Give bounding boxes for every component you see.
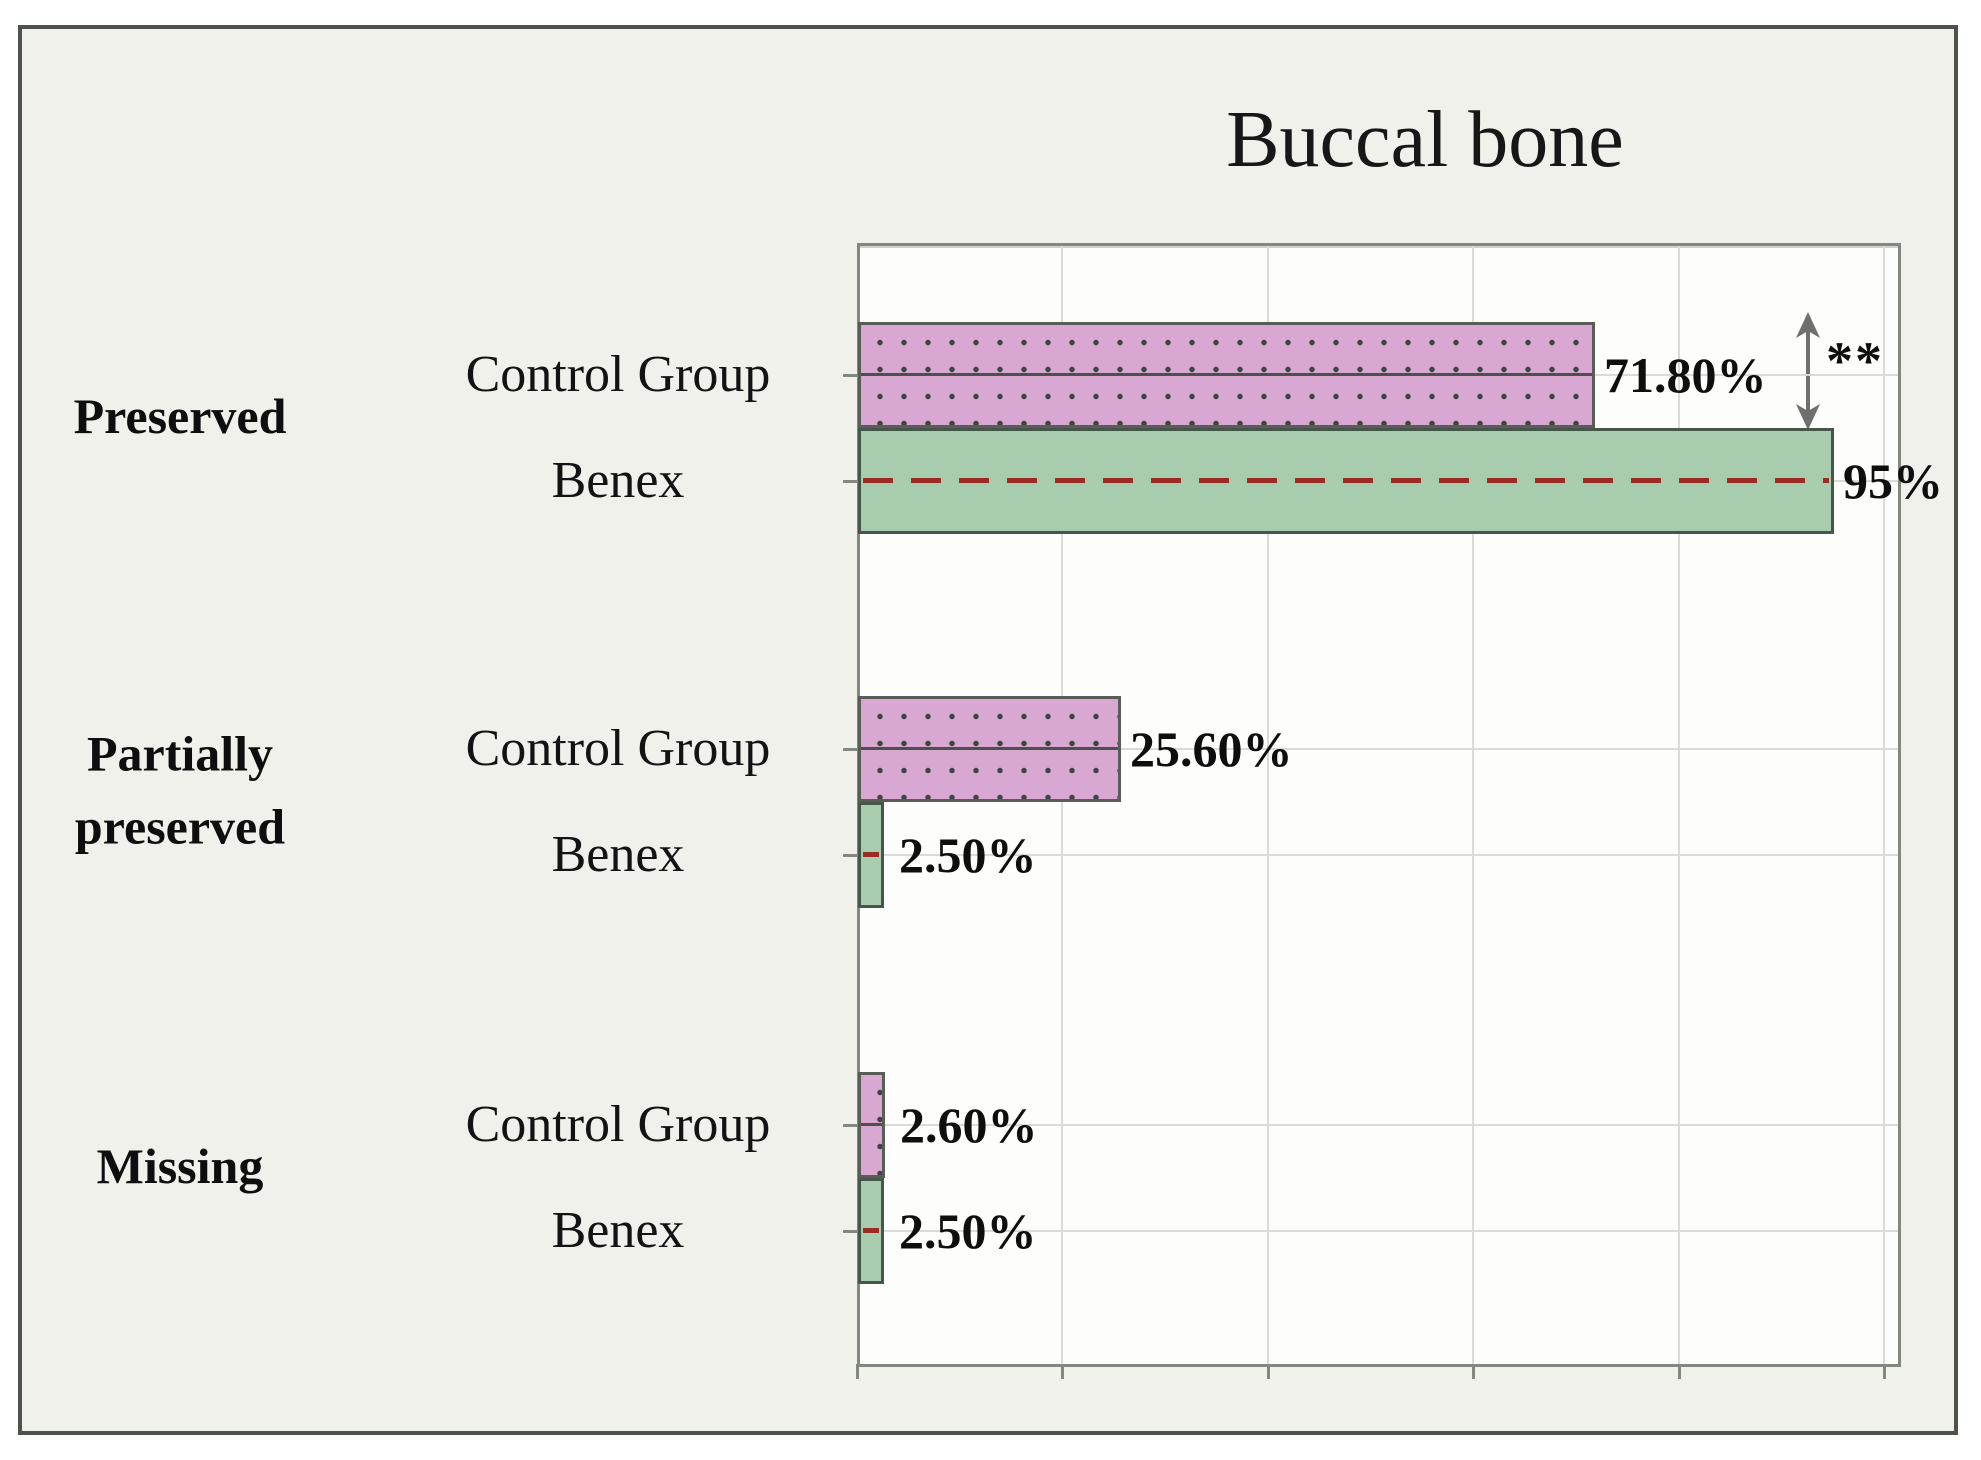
bar-center-line <box>861 373 1592 376</box>
x-gridline <box>1677 246 1680 1364</box>
bar-red-dashed-line <box>863 478 1829 483</box>
y-gridline <box>860 1124 1898 1126</box>
series-label-benex: Benex <box>551 1202 685 1259</box>
x-axis-tick <box>856 1364 859 1379</box>
bar-benex-2 <box>858 1178 884 1284</box>
x-axis-tick <box>1883 1364 1886 1379</box>
bar-benex-0 <box>858 428 1834 534</box>
category-label-2: Missing <box>96 1137 264 1194</box>
bar-control-group-1 <box>858 696 1121 802</box>
x-axis-tick <box>1266 1364 1270 1379</box>
significance-stars: ** <box>1826 331 1884 391</box>
series-label-benex: Benex <box>551 826 685 883</box>
value-label: 71.80% <box>1604 347 1767 403</box>
value-label: 25.60% <box>1130 721 1293 777</box>
category-label-0: Preserved <box>73 387 287 444</box>
y-axis-tick <box>843 480 857 483</box>
bar-center-line <box>861 747 1118 750</box>
significance-double-arrow-icon <box>1796 312 1820 430</box>
value-label: 2.50% <box>899 827 1037 883</box>
series-label-control-group: Control Group <box>465 720 771 777</box>
y-axis-tick <box>843 1124 857 1127</box>
y-axis-tick <box>843 748 857 751</box>
series-label-control-group: Control Group <box>465 346 771 403</box>
bar-benex-1 <box>858 802 884 908</box>
value-label: 2.60% <box>900 1097 1038 1153</box>
x-gridline <box>1883 246 1885 1364</box>
x-axis-tick <box>1061 1364 1065 1379</box>
chart-title: Buccal bone <box>1226 96 1624 184</box>
bar-red-dashed-line <box>863 852 879 857</box>
category-label-1: Partially preserved <box>74 725 286 855</box>
bar-control-group-2 <box>858 1072 885 1178</box>
bar-red-dashed-line <box>863 1228 879 1233</box>
value-label: 2.50% <box>899 1203 1037 1259</box>
bar-center-line <box>861 1123 882 1126</box>
x-gridline <box>1472 246 1475 1364</box>
x-gridline <box>1266 246 1269 1364</box>
y-axis-tick <box>843 374 857 377</box>
y-gridline <box>860 1230 1898 1232</box>
x-axis-tick <box>1677 1364 1681 1379</box>
y-gridline <box>860 854 1898 856</box>
y-axis-tick <box>843 1230 857 1233</box>
bar-control-group-0 <box>858 322 1595 428</box>
series-label-benex: Benex <box>551 452 685 509</box>
value-label: 95% <box>1843 453 1943 509</box>
x-axis-tick <box>1472 1364 1476 1379</box>
y-axis-tick <box>843 854 857 857</box>
series-label-control-group: Control Group <box>465 1096 771 1153</box>
y-gridline <box>860 748 1898 750</box>
x-gridline <box>1061 246 1064 1364</box>
